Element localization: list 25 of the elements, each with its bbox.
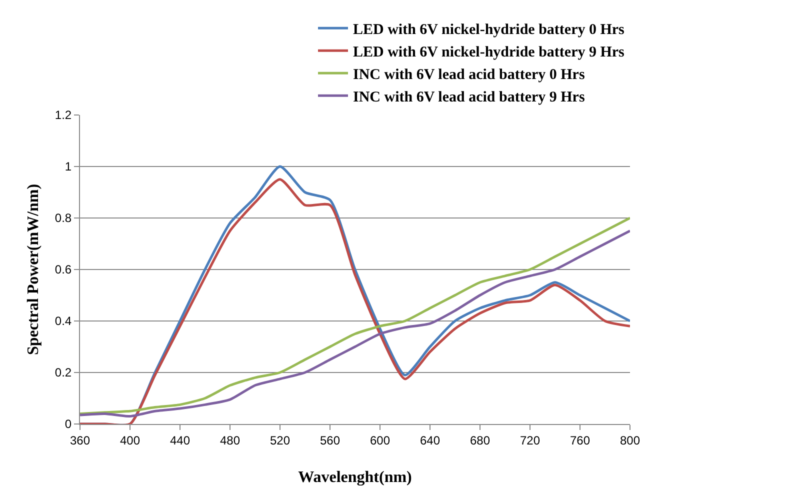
x-tick-label: 640	[420, 433, 440, 448]
x-tick-label: 400	[120, 433, 140, 448]
x-tick-label: 600	[370, 433, 390, 448]
x-tick-label: 680	[470, 433, 490, 448]
x-tick-label: 560	[320, 433, 340, 448]
y-tick-label: 0.6	[54, 262, 72, 277]
y-tick-label: 0.8	[54, 211, 72, 226]
y-tick-label: 0.2	[54, 366, 72, 380]
x-tick-label: 440	[170, 433, 190, 448]
x-tick-label: 360	[70, 433, 90, 448]
x-tick-label: 720	[520, 433, 540, 448]
legend-label: LED with 6V nickel-hydride battery 0 Hrs	[353, 22, 625, 38]
legend-label: INC with 6V lead acid battery 9 Hrs	[353, 90, 585, 106]
y-axis-title: Spectral Power(mW/nm)	[25, 184, 42, 356]
x-tick-label: 800	[620, 433, 640, 448]
y-tick-label: 0.4	[54, 314, 72, 328]
y-tick-label: 0	[64, 417, 72, 432]
y-tick-label: 1.2	[54, 108, 72, 122]
y-tick-label: 1	[64, 160, 72, 174]
legend-label: INC with 6V lead acid battery 0 Hrs	[353, 67, 585, 84]
x-tick-label: 520	[270, 433, 290, 448]
x-axis-title: Wavelenght(nm)	[298, 469, 412, 486]
legend-label: LED with 6V nickel-hydride battery 9 Hrs	[353, 44, 625, 61]
x-tick-label: 480	[220, 433, 240, 448]
x-tick-label: 760	[570, 433, 590, 448]
